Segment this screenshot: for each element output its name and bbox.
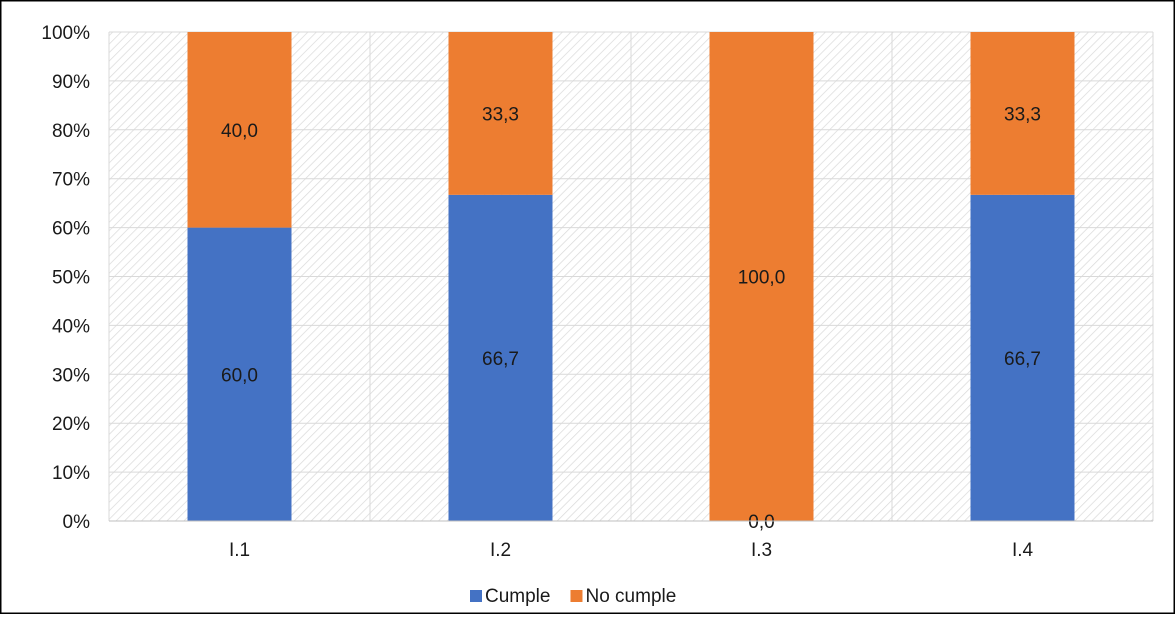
legend: Cumple No cumple [470, 586, 676, 607]
legend-label: No cumple [585, 586, 676, 607]
bar-no-cumple-i-2 [448, 32, 553, 195]
data-label: 66,7 [1004, 349, 1041, 370]
data-label: 40,0 [221, 121, 258, 142]
bar-cumple-i-1 [187, 227, 292, 521]
bar-no-cumple-i-3 [709, 32, 814, 521]
y-axis-tick-labels: 0% 10% 20% 30% 40% 50% 60% 70% 80% 90% 100% [41, 23, 90, 533]
y-tick-label: 90% [52, 72, 90, 93]
legend-label: Cumple [485, 586, 550, 607]
y-tick-label: 70% [52, 170, 90, 191]
y-tick-label: 60% [52, 219, 90, 240]
bar-no-cumple-i-1 [187, 32, 292, 228]
y-tick-label: 10% [52, 463, 90, 484]
bar-no-cumple-i-4 [970, 32, 1075, 195]
bars [187, 32, 1075, 521]
x-tick-label: I.3 [751, 540, 772, 561]
data-label: 66,7 [482, 349, 519, 370]
y-tick-label: 40% [52, 316, 90, 337]
y-tick-label: 30% [52, 365, 90, 386]
data-label: 33,3 [1004, 104, 1041, 125]
y-tick-label: 100% [41, 23, 90, 44]
x-tick-label: I.4 [1012, 540, 1034, 561]
data-labels: 60,0 40,0 66,7 33,3 0,0 100,0 66,7 33,3 [221, 104, 1041, 533]
y-tick-label: 50% [52, 268, 90, 289]
data-label: 60,0 [221, 365, 258, 386]
x-axis-tick-labels: I.1 I.2 I.3 I.4 [229, 540, 1034, 561]
legend-swatch [470, 590, 482, 602]
data-label: 100,0 [738, 268, 786, 289]
y-tick-label: 80% [52, 121, 90, 142]
x-tick-label: I.1 [229, 540, 250, 561]
bar-cumple-i-4 [970, 194, 1075, 521]
data-label: 33,3 [482, 104, 519, 125]
y-tick-label: 20% [52, 414, 90, 435]
bar-cumple-i-2 [448, 194, 553, 521]
legend-swatch [570, 590, 583, 602]
x-tick-label: I.2 [490, 540, 511, 561]
y-tick-label: 0% [63, 512, 91, 533]
data-label: 0,0 [748, 512, 774, 533]
